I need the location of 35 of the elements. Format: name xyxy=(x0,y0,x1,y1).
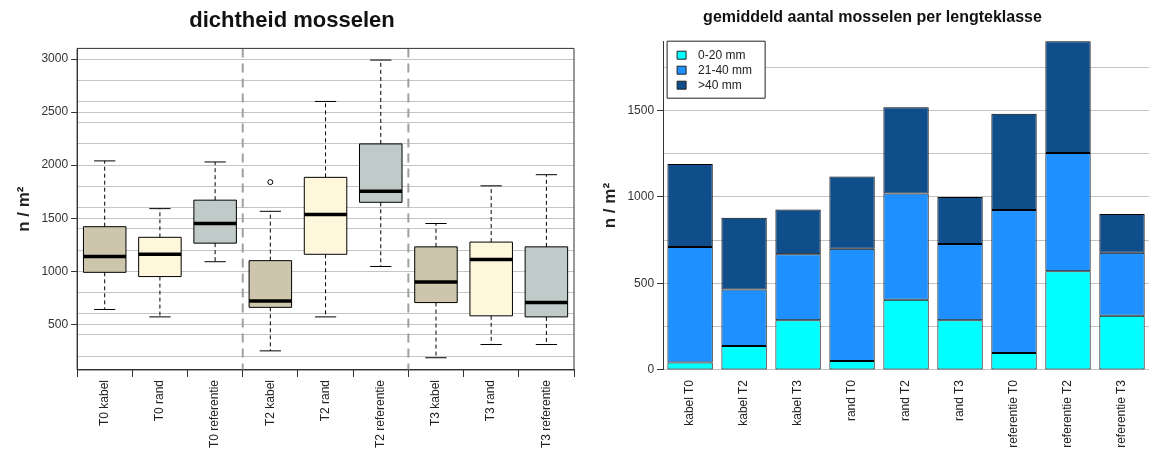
y-tick-label: 3000 xyxy=(41,51,69,66)
x-tick-label: T3 referentie xyxy=(538,379,553,449)
x-tick-label: T3 kabel xyxy=(428,379,443,426)
y-axis-title: n / m² xyxy=(13,186,33,232)
y-tick-label: 1500 xyxy=(627,102,655,117)
chart-title: gemiddeld aantal mosselen per lengteklasse xyxy=(703,8,1042,26)
x-tick-label: T3 rand xyxy=(483,379,498,422)
x-tick-label: T0 kabel xyxy=(97,379,112,426)
y-tick-label: 2000 xyxy=(41,157,69,172)
y-tick-label: 1000 xyxy=(41,263,69,278)
x-tick-label: T2 referentie xyxy=(373,379,388,449)
x-tick-label: T2 kabel xyxy=(262,379,277,426)
y-tick-label: 0 xyxy=(647,362,655,377)
x-tick-label: kabel T3 xyxy=(790,379,805,426)
y-tick-label: 500 xyxy=(634,275,655,290)
y-tick-label: 1500 xyxy=(41,210,69,225)
x-tick-label: referentie T3 xyxy=(1114,379,1129,448)
x-tick-label: referentie T2 xyxy=(1060,379,1075,448)
x-tick-label: T0 rand xyxy=(152,379,167,422)
legend-label: 0-20 mm xyxy=(698,47,746,62)
x-tick-label: referentie T0 xyxy=(1006,379,1021,448)
x-tick-label: kabel T0 xyxy=(682,379,697,426)
chart-title: dichtheid mosselen xyxy=(189,7,395,33)
x-tick-label: rand T3 xyxy=(952,379,967,422)
x-tick-label: T0 referentie xyxy=(207,379,222,449)
y-tick-label: 500 xyxy=(48,316,69,331)
x-tick-label: T2 rand xyxy=(317,379,332,422)
x-tick-label: kabel T2 xyxy=(736,379,751,426)
legend-label: 21-40 mm xyxy=(698,62,753,77)
y-axis-title: n / m² xyxy=(599,182,619,229)
x-tick-label: rand T2 xyxy=(898,379,913,422)
y-tick-label: 2500 xyxy=(41,104,69,119)
y-tick-label: 1000 xyxy=(627,189,655,204)
x-tick-label: rand T0 xyxy=(844,379,859,422)
legend-label: >40 mm xyxy=(698,77,742,92)
